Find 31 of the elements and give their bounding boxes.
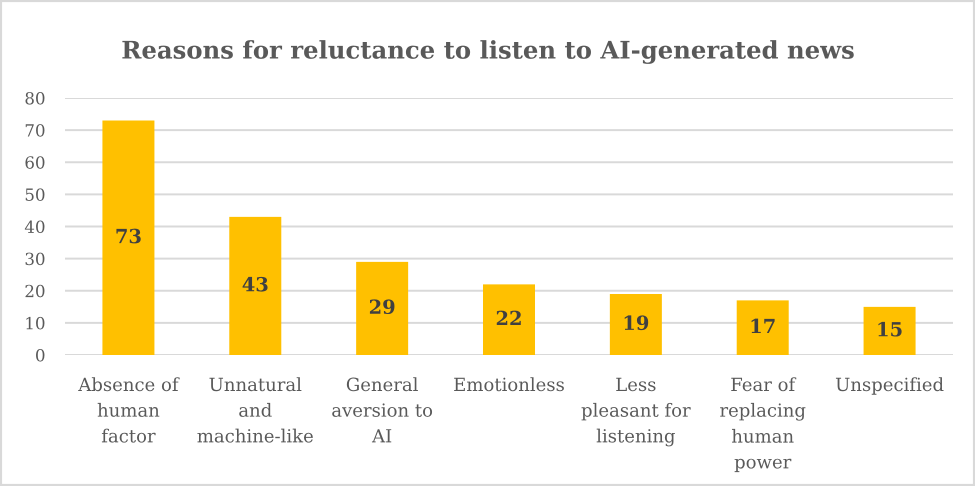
y-tick-label: 10 [26,316,44,330]
data-label: 43 [242,276,268,292]
y-tick-label: 60 [25,156,44,169]
y-tick-label: 50 [26,188,44,201]
x-tick-label: Fear of replacing human power [720,377,806,472]
y-tick-label: 80 [25,92,44,105]
data-label: 29 [370,299,394,314]
y-tick-label: 30 [26,252,44,266]
data-label: 17 [752,318,775,334]
y-tick-label: 70 [26,124,44,137]
x-tick-label: Unspecified [836,377,944,395]
bar [356,262,408,355]
y-tick-label: 20 [25,284,44,298]
y-tick-label: 40 [24,220,44,234]
data-label: 19 [624,315,648,330]
x-tick-label: Emotionless [454,377,564,392]
y-tick-label: 0 [36,348,44,362]
bar [864,306,916,355]
data-label: 15 [878,322,902,337]
bar [102,120,154,355]
bar [482,284,536,355]
bar [736,300,789,355]
x-tick-label: Unnatural and machine-like [197,377,313,443]
bar [229,216,282,355]
x-tick-label: General aversion to AI [332,377,432,442]
bar [610,294,662,355]
x-tick-label: Less pleasant for listening [582,378,691,446]
x-tick-label: Absence of human factor [78,377,180,443]
data-label: 73 [116,228,141,244]
data-label: 22 [496,310,521,326]
chart-title: Reasons for reluctance to listen to AI-generated news [122,40,854,64]
